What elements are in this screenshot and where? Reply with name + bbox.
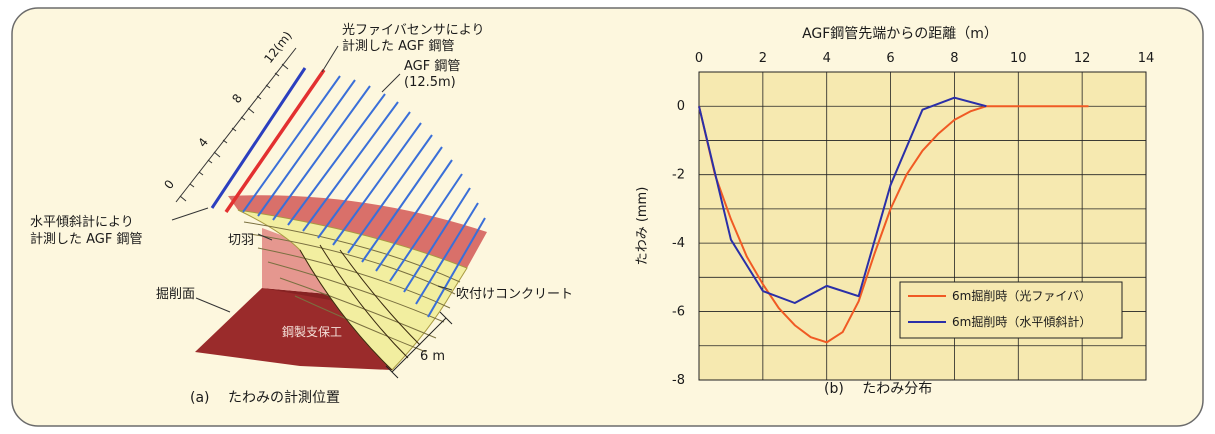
legend-label-inclinometer: 6m掘削時（水平傾斜計） [952, 314, 1091, 329]
scale-ruler [175, 47, 297, 203]
fiber-pipe [224, 69, 326, 213]
y-axis-label: たわみ (mm) [635, 187, 650, 266]
y-tick-label: -4 [672, 236, 685, 251]
chart-title: AGF鋼管先端からの距離（m） [802, 25, 998, 42]
panel-a-diagram: 0 4 8 12(m) 6 m 光ファイバセンサにより 計測した AGF 鋼管 … [30, 23, 573, 406]
agf-pipes [242, 75, 486, 318]
x-tick-label: 4 [823, 51, 831, 66]
legend-box [899, 281, 1123, 339]
legend-label-fiber: 6m掘削時（光ファイバ） [952, 288, 1091, 303]
y-tick-label: -6 [672, 305, 685, 320]
x-tick-label: 0 [695, 51, 703, 66]
label-steel-support: 鋼製支保工 [282, 325, 342, 339]
x-tick-label: 6 [886, 51, 894, 66]
panel-b-chart: 0 2 4 6 8 10 12 14 0 -2 -4 -6 -8 AGF鋼管先端からの距離（m） たわみ… [635, 25, 1154, 397]
label-agf-line1: AGF 鋼管 [404, 59, 460, 74]
label-excavation-face: 掘削面 [156, 287, 195, 302]
length-dimension [385, 311, 453, 379]
label-fiber-pipe-line2: 計測した AGF 鋼管 [342, 38, 454, 54]
y-tick-label: -2 [672, 168, 685, 183]
grid [698, 71, 1147, 381]
steel-support-ribs [299, 244, 421, 371]
series-line-0 [698, 105, 1089, 344]
label-face: 切羽 [228, 233, 254, 248]
x-tick-label: 2 [759, 51, 767, 66]
chart-caption: (b) たわみ分布 [824, 381, 932, 397]
label-agf-line2: (12.5m) [404, 75, 456, 90]
tick-labels: 0 2 4 6 8 10 12 14 0 -2 -4 -6 -8 [672, 51, 1154, 388]
shotcrete-grid [243, 221, 461, 353]
legend: 6m掘削時（光ファイバ） 6m掘削時（水平傾斜計） [899, 281, 1123, 339]
label-length: 6 m [420, 349, 445, 364]
leader-lines [171, 45, 453, 313]
crown-band [228, 195, 487, 268]
y-tick-label: -8 [672, 373, 685, 388]
label-incl-line1: 水平傾斜計により [30, 214, 134, 230]
panel-a-caption: (a) たわみの計測位置 [190, 390, 340, 406]
x-tick-label: 10 [1010, 51, 1027, 66]
x-tick-label: 14 [1138, 51, 1155, 66]
x-tick-label: 8 [950, 51, 958, 66]
label-incl-line2: 計測した AGF 鋼管 [30, 231, 142, 247]
series [698, 96, 1089, 344]
series-line-1 [698, 96, 987, 304]
x-tick-label: 12 [1074, 51, 1091, 66]
y-tick-label: 0 [677, 99, 685, 114]
label-shotcrete: 吹付けコンクリート [456, 287, 573, 302]
inclinometer-pipe [210, 67, 307, 209]
label-fiber-pipe-line1: 光ファイバセンサにより [342, 23, 484, 38]
